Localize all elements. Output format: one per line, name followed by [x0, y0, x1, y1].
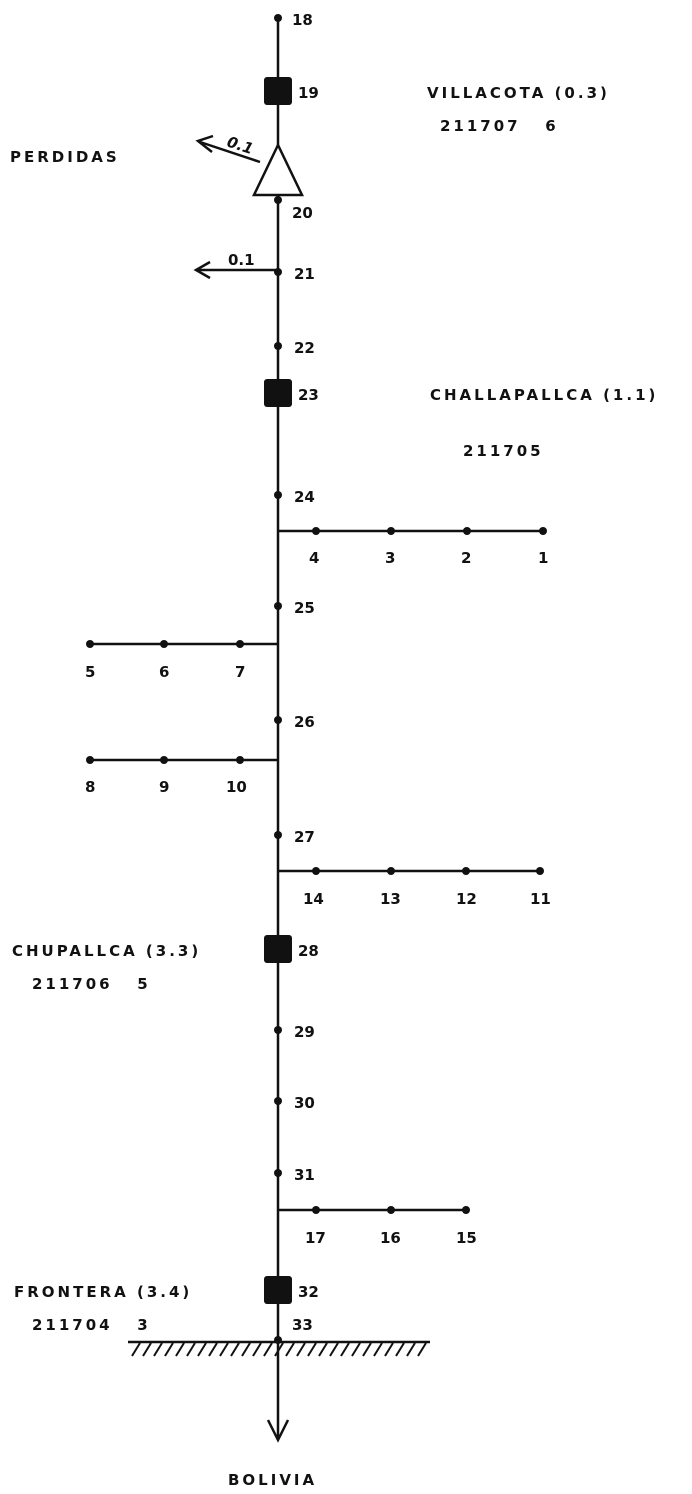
node-label-30: 30	[294, 1094, 315, 1112]
branch-node-label: 10	[226, 778, 247, 796]
loss-arrow-20	[195, 134, 261, 164]
branch-node-label: 16	[380, 1229, 401, 1247]
node-dot-25	[274, 602, 282, 610]
branch-node-label: 5	[85, 663, 95, 681]
node-dot-18	[274, 14, 282, 22]
bolivia-label: BOLIVIA	[228, 1471, 317, 1489]
border-hatch	[128, 1340, 430, 1357]
perdidas-label: PERDIDAS	[10, 148, 120, 166]
node-label-18: 18	[292, 11, 313, 29]
node-label-19: 19	[298, 84, 319, 102]
node-dot-31	[274, 1169, 282, 1177]
station-name-challapallca: CHALLAPALLCA (1.1)	[430, 386, 658, 404]
branch-node-label: 8	[85, 778, 95, 796]
node-label-20: 20	[292, 204, 313, 222]
node-label-29: 29	[294, 1023, 315, 1041]
branch-node-label: 2	[461, 549, 471, 567]
branch-node-label: 14	[303, 890, 324, 908]
node-dot-20	[274, 196, 282, 204]
station-square-19	[264, 77, 292, 105]
lake-triangle-icon	[252, 142, 304, 197]
node-label-33: 33	[292, 1316, 313, 1334]
branch-node-label: 1	[538, 549, 548, 567]
node-dot-22	[274, 342, 282, 350]
station-code-chupallca: 211706 5	[32, 975, 151, 993]
node-dot-27	[274, 831, 282, 839]
node-label-27: 27	[294, 828, 315, 846]
station-code-villacota: 211707 6	[440, 117, 559, 135]
branch-node-label: 15	[456, 1229, 477, 1247]
node-label-23: 23	[298, 386, 319, 404]
branch-node-label: 3	[385, 549, 395, 567]
branch-node-label: 4	[309, 549, 319, 567]
loss-value-21: 0.1	[228, 251, 255, 269]
node-label-31: 31	[294, 1166, 315, 1184]
station-name-villacota: VILLACOTA (0.3)	[427, 84, 610, 102]
node-label-28: 28	[298, 942, 319, 960]
branch-node-label: 11	[530, 890, 551, 908]
branch-node-label: 7	[235, 663, 245, 681]
branch-node-label: 12	[456, 890, 477, 908]
station-name-chupallca: CHUPALLCA (3.3)	[12, 942, 201, 960]
branch-node-label: 9	[159, 778, 169, 796]
branch-node-label: 13	[380, 890, 401, 908]
branch-node-label: 17	[305, 1229, 326, 1247]
station-code-challapallca: 211705	[463, 442, 544, 460]
node-label-21: 21	[294, 265, 315, 283]
node-label-24: 24	[294, 488, 315, 506]
station-square-23	[264, 379, 292, 407]
station-square-32	[264, 1276, 292, 1304]
node-label-25: 25	[294, 599, 315, 617]
node-label-26: 26	[294, 713, 315, 731]
branch-dots	[86, 527, 547, 1214]
node-dot-26	[274, 716, 282, 724]
station-code-frontera: 211704 3	[32, 1316, 151, 1334]
branch-node-label: 6	[159, 663, 169, 681]
node-label-22: 22	[294, 339, 315, 357]
loss-arrow-21	[193, 260, 278, 280]
node-dot-29	[274, 1026, 282, 1034]
node-dot-30	[274, 1097, 282, 1105]
node-dot-24	[274, 491, 282, 499]
station-square-28	[264, 935, 292, 963]
station-name-frontera: FRONTERA (3.4)	[14, 1283, 192, 1301]
loss-value-20: 0.1	[225, 133, 256, 158]
outlet-arrow	[266, 1419, 290, 1443]
node-label-32: 32	[298, 1283, 319, 1301]
